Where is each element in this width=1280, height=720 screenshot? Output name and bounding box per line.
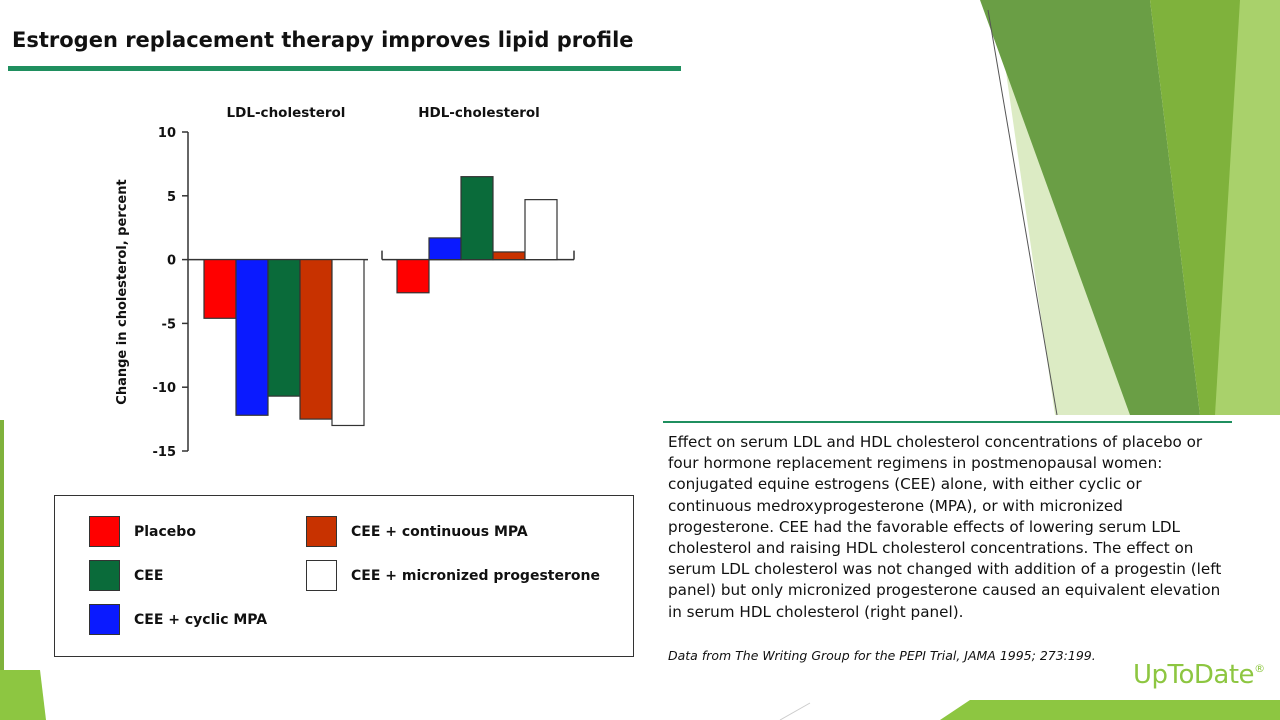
y-tick-label: 0: [167, 254, 176, 269]
bar-hdl-cholesterol-cee-micronized-progesterone: [524, 199, 558, 261]
deco-bottom-left: [0, 670, 46, 720]
y-tick-label: 10: [158, 126, 176, 141]
page-title: Estrogen replacement therapy improves li…: [12, 28, 634, 52]
chart-legend: Placebo CEE CEE + cyclic MPA CEE + conti…: [54, 495, 634, 657]
legend-swatch-cee-continuous-mpa: [306, 516, 337, 547]
y-axis-label: Change in cholesterol, percent: [115, 179, 130, 404]
legend-swatch-placebo: [89, 516, 120, 547]
uptodate-logo: UpToDate®: [1133, 660, 1265, 690]
caption-divider: [663, 421, 1232, 423]
bar-ldl-cholesterol-cee-cyclic-mpa: [235, 259, 269, 416]
panel-title-ldl-cholesterol: LDL-cholesterol: [227, 105, 346, 121]
legend-item-cee-continuous-mpa: CEE + continuous MPA: [306, 516, 528, 547]
title-divider: [8, 66, 681, 71]
bar-ldl-cholesterol-cee-continuous-mpa: [299, 259, 333, 420]
deco-left-edge: [0, 420, 4, 720]
legend-label-placebo: Placebo: [134, 523, 196, 540]
bar-chart: 10 5 0 -5 -10 -15 Change in cholesterol, perce…: [115, 105, 575, 460]
y-tick-label: -15: [153, 445, 177, 460]
chart-layer: 10 5 0 -5 -10 -15 Change in cholesterol, perce…: [115, 105, 575, 460]
bar-hdl-cholesterol-cee-cyclic-mpa: [428, 237, 462, 261]
legend-label-cee-cyclic-mpa: CEE + cyclic MPA: [134, 611, 268, 628]
legend-item-cee: CEE: [89, 560, 163, 591]
bar-hdl-cholesterol-cee: [460, 176, 494, 261]
y-tick-label: 5: [167, 190, 176, 205]
bar-hdl-cholesterol-cee-continuous-mpa: [492, 251, 526, 261]
deco-dark-band: [980, 0, 1200, 415]
legend-item-cee-cyclic-mpa: CEE + cyclic MPA: [89, 604, 267, 635]
deco-light-band: [1215, 0, 1280, 415]
legend-label-cee-micronized-progesterone: CEE + micronized progesterone: [351, 567, 600, 584]
deco-bottom-right: [940, 700, 1280, 720]
bar-ldl-cholesterol-placebo: [203, 259, 237, 319]
bar-hdl-cholesterol-placebo: [396, 259, 430, 294]
y-tick-label: -10: [153, 381, 177, 396]
panel-title-hdl-cholesterol: HDL-cholesterol: [418, 105, 540, 121]
legend-swatch-cee-cyclic-mpa: [89, 604, 120, 635]
brand-name: UpToDate: [1133, 660, 1255, 690]
deco-thin-line: [987, 9, 1058, 416]
legend-item-placebo: Placebo: [89, 516, 196, 547]
deco-bottom-line: [779, 702, 811, 720]
brand-registered-mark: ®: [1254, 662, 1265, 675]
bar-ldl-cholesterol-cee-micronized-progesterone: [331, 259, 365, 427]
legend-swatch-cee: [89, 560, 120, 591]
figure-caption: Effect on serum LDL and HDL cholesterol …: [668, 433, 1222, 621]
bar-ldl-cholesterol-cee: [267, 259, 301, 397]
legend-item-cee-micronized-progesterone: CEE + micronized progesterone: [306, 560, 600, 591]
y-tick-label: -5: [162, 317, 176, 332]
legend-label-cee-continuous-mpa: CEE + continuous MPA: [351, 523, 528, 540]
legend-swatch-cee-micronized-progesterone: [306, 560, 337, 591]
legend-label-cee: CEE: [134, 567, 164, 584]
source-citation: Data from The Writing Group for the PEPI…: [668, 648, 1096, 663]
